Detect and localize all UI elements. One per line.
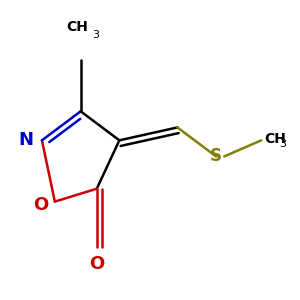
Text: 3: 3 <box>279 139 286 149</box>
Text: N: N <box>19 131 34 149</box>
Text: O: O <box>89 255 104 273</box>
Text: S: S <box>210 148 222 166</box>
Text: CH: CH <box>265 132 286 146</box>
Text: 3: 3 <box>92 30 99 40</box>
Text: CH: CH <box>67 20 88 34</box>
Text: O: O <box>33 196 48 214</box>
